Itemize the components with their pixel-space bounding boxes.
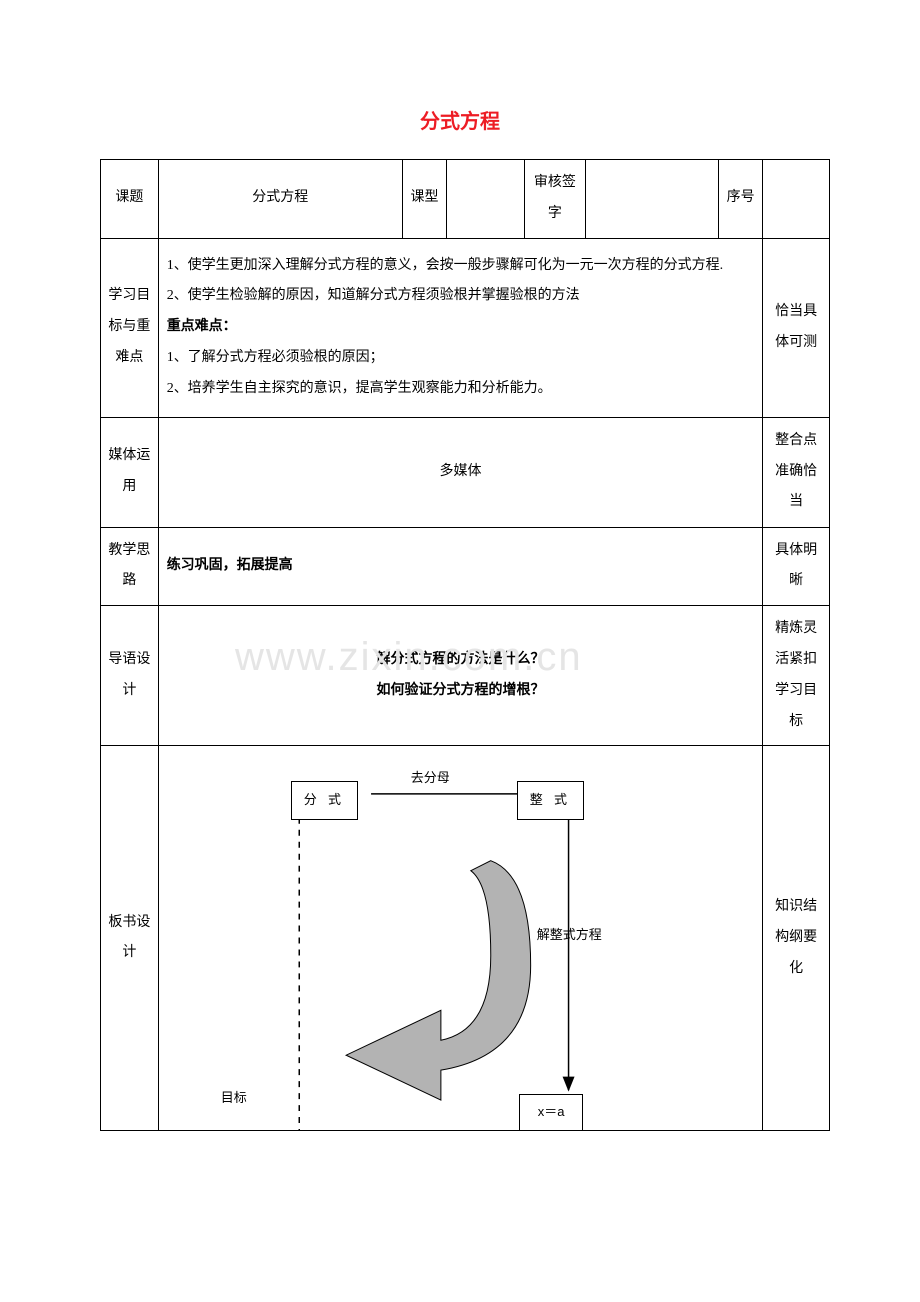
label-mubiao: 目标	[221, 1084, 247, 1113]
board-right: 知识结构纲要化	[763, 746, 830, 1131]
cell-keti-label: 课题	[101, 160, 159, 239]
cell-keti-value: 分式方程	[158, 160, 402, 239]
media-content: 多媒体	[158, 417, 763, 527]
intro-right: 精炼灵活紧扣学习目标	[763, 606, 830, 746]
board-row: 板书设计 分 式 整 式 x＝a 去分母 解整	[101, 746, 830, 1131]
box-zhengshi: 整 式	[517, 781, 584, 820]
lesson-plan-table: 课题 分式方程 课型 审核签字 序号 学习目标与重难点 1、使学生更加深入理解分…	[100, 159, 830, 1131]
cell-shenhe-label: 审核签字	[524, 160, 585, 239]
label-qufenmu: 去分母	[411, 764, 450, 793]
thinking-row: 教学思路 练习巩固，拓展提高 具体明晰	[101, 527, 830, 606]
intro-line1: 解分式方程的方法是什么？	[165, 645, 757, 676]
cell-shenhe-value	[585, 160, 718, 239]
board-label: 板书设计	[101, 746, 159, 1131]
flowchart-diagram: 分 式 整 式 x＝a 去分母 解整式方程 目标	[159, 746, 763, 1130]
media-right: 整合点准确恰当	[763, 417, 830, 527]
intro-content: 解分式方程的方法是什么？ 如何验证分式方程的增根？	[158, 606, 763, 746]
page-title: 分式方程	[100, 105, 820, 134]
intro-label: 导语设计	[101, 606, 159, 746]
cell-xuhao-label: 序号	[718, 160, 762, 239]
cell-kexing-value	[447, 160, 525, 239]
thinking-label: 教学思路	[101, 527, 159, 606]
objectives-row: 学习目标与重难点 1、使学生更加深入理解分式方程的意义，会按一般步骤解可化为一元…	[101, 238, 830, 417]
objectives-content: 1、使学生更加深入理解分式方程的意义，会按一般步骤解可化为一元一次方程的分式方程…	[158, 238, 763, 417]
diagram-svg	[159, 746, 763, 1130]
obj-line1: 1、使学生更加深入理解分式方程的意义，会按一般步骤解可化为一元一次方程的分式方程…	[167, 251, 755, 282]
box-xa: x＝a	[519, 1094, 584, 1131]
board-diagram-cell: 分 式 整 式 x＝a 去分母 解整式方程 目标	[158, 746, 763, 1131]
intro-row: 导语设计 解分式方程的方法是什么？ 如何验证分式方程的增根？ 精炼灵活紧扣学习目…	[101, 606, 830, 746]
objectives-label: 学习目标与重难点	[101, 238, 159, 417]
obj-line5: 2、培养学生自主探究的意识，提高学生观察能力和分析能力。	[167, 374, 755, 405]
header-row: 课题 分式方程 课型 审核签字 序号	[101, 160, 830, 239]
cell-kexing-label: 课型	[402, 160, 446, 239]
cell-xuhao-value	[763, 160, 830, 239]
box-fenshi: 分 式	[291, 781, 358, 820]
obj-line4: 1、了解分式方程必须验根的原因；	[167, 343, 755, 374]
intro-line2: 如何验证分式方程的增根？	[165, 676, 757, 707]
label-jiezhengshi: 解整式方程	[537, 921, 602, 950]
media-label: 媒体运用	[101, 417, 159, 527]
obj-line3: 重点难点：	[167, 312, 755, 343]
thinking-right: 具体明晰	[763, 527, 830, 606]
thinking-content: 练习巩固，拓展提高	[158, 527, 763, 606]
media-row: 媒体运用 多媒体 整合点准确恰当	[101, 417, 830, 527]
objectives-right: 恰当具体可测	[763, 238, 830, 417]
obj-line2: 2、使学生检验解的原因，知道解分式方程须验根并掌握验根的方法	[167, 281, 755, 312]
